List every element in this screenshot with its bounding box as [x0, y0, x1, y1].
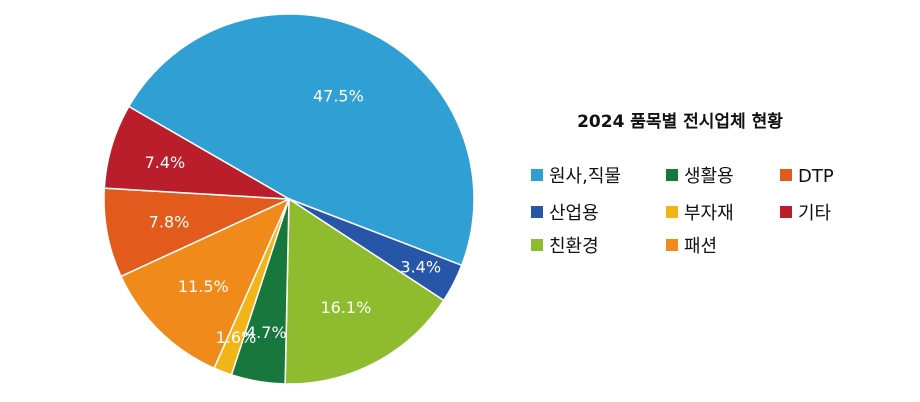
legend-label: 기타	[798, 203, 832, 224]
legend-label: 원사,직물	[549, 166, 621, 187]
legend-swatch	[666, 169, 678, 181]
pie-slice	[127, 13, 475, 267]
slice-label: 4.7%	[246, 323, 287, 342]
legend-swatch	[780, 169, 792, 181]
legend-swatch	[531, 206, 543, 218]
pie-slice	[284, 197, 445, 385]
legend-label: DTP	[798, 166, 834, 187]
pie-slice	[103, 105, 290, 200]
legend-item: 원사,직물	[531, 166, 621, 187]
pie-slice	[119, 197, 291, 370]
pie-slices	[103, 13, 475, 385]
slice-label: 7.4%	[145, 153, 186, 172]
slice-label: 3.4%	[400, 257, 441, 276]
slice-label: 11.5%	[178, 277, 229, 296]
legend-item: 친환경	[531, 236, 599, 257]
legend-swatch	[531, 169, 543, 181]
legend-item: DTP	[780, 166, 834, 187]
legend-swatch	[780, 206, 792, 218]
legend-item: 산업용	[531, 203, 599, 224]
legend-item: 기타	[780, 203, 832, 224]
legend-label: 친환경	[549, 236, 599, 257]
legend-item: 부자재	[666, 203, 734, 224]
legend-item: 패션	[666, 236, 717, 257]
legend-swatch	[666, 239, 678, 251]
pie-labels: 47.5% 3.4% 16.1% 4.7%1.6% 11.5% 7.8% 7.4%	[145, 86, 441, 347]
legend-swatch	[531, 239, 543, 251]
legend-swatch	[666, 206, 678, 218]
legend-label: 산업용	[549, 203, 599, 224]
slice-label: 7.8%	[149, 213, 190, 232]
legend-item: 생활용	[666, 166, 734, 187]
legend-label: 패션	[684, 236, 717, 257]
legend-label: 생활용	[684, 166, 734, 187]
slice-label: 1.6%	[216, 328, 257, 347]
legend-label: 부자재	[684, 203, 734, 224]
chart-title: 2024 품목별 전시업체 현황	[577, 112, 783, 132]
slice-label: 47.5%	[313, 86, 364, 105]
slice-label: 16.1%	[320, 298, 371, 317]
